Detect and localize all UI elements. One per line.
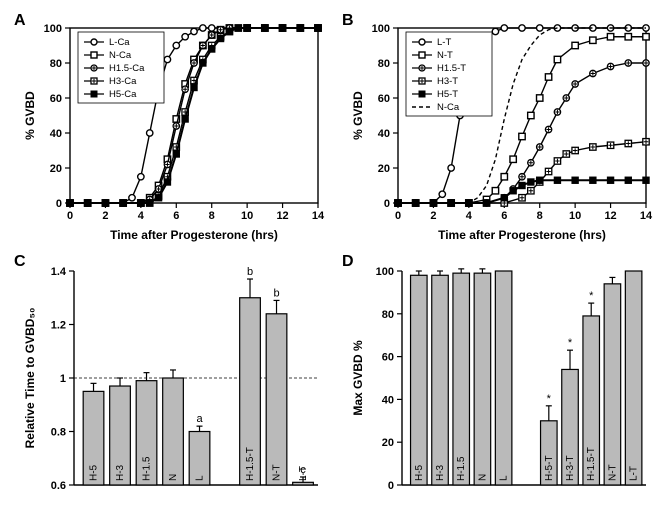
svg-text:N-T: N-T — [272, 464, 283, 481]
panel-d-label: D — [342, 253, 354, 271]
svg-text:H5-T: H5-T — [437, 89, 458, 100]
svg-text:N-T: N-T — [607, 464, 618, 481]
svg-text:0.8: 0.8 — [51, 427, 66, 439]
svg-text:4: 4 — [138, 210, 145, 222]
svg-text:H-1.5: H-1.5 — [142, 456, 153, 481]
svg-text:H3-T: H3-T — [437, 76, 458, 87]
panel-b-chart: 0 2 4 6 8 10 12 14 0 20 40 60 80 100 Time after Proges… — [346, 10, 655, 245]
svg-text:60: 60 — [50, 93, 62, 105]
svg-text:H-3: H-3 — [115, 464, 126, 481]
svg-text:L-T: L-T — [629, 466, 640, 481]
svg-text:0: 0 — [384, 198, 390, 210]
svg-text:0: 0 — [56, 198, 62, 210]
svg-text:% GVBD: % GVBD — [23, 91, 37, 140]
svg-text:*: * — [589, 290, 594, 302]
svg-text:N: N — [168, 474, 179, 481]
svg-text:H-3: H-3 — [435, 464, 446, 481]
svg-text:40: 40 — [378, 128, 390, 140]
svg-text:12: 12 — [604, 210, 616, 222]
svg-text:80: 80 — [382, 309, 394, 321]
svg-text:b: b — [247, 266, 253, 278]
panel-a-chart: 0 2 4 6 8 10 12 14 0 20 40 60 80 100 Time after Proges… — [18, 10, 328, 245]
svg-text:10: 10 — [569, 210, 581, 222]
svg-text:60: 60 — [378, 93, 390, 105]
svg-text:H1.5-T: H1.5-T — [437, 63, 466, 74]
svg-text:H-1.5-T: H-1.5-T — [245, 447, 256, 481]
panel-c: C 0.6 0.8 1 1.2 1.4 Relative Time to GVBD₅₀ H-… — [10, 251, 328, 501]
svg-text:1.4: 1.4 — [51, 266, 67, 278]
svg-text:0: 0 — [395, 210, 401, 222]
svg-text:14: 14 — [640, 210, 653, 222]
svg-text:2: 2 — [430, 210, 436, 222]
panel-b-label: B — [342, 12, 354, 30]
svg-text:b: b — [273, 287, 279, 299]
svg-text:N: N — [477, 474, 488, 481]
svg-text:*: * — [568, 337, 573, 349]
svg-text:N-T: N-T — [437, 50, 453, 61]
svg-text:100: 100 — [44, 23, 62, 35]
svg-text:Time after Progesterone (hrs): Time after Progesterone (hrs) — [438, 228, 606, 242]
svg-text:2: 2 — [102, 210, 108, 222]
svg-text:20: 20 — [378, 163, 390, 175]
svg-text:H-1.5: H-1.5 — [456, 456, 467, 481]
svg-text:H3-Ca: H3-Ca — [109, 76, 137, 87]
panel-c-chart: 0.6 0.8 1 1.2 1.4 Relative Time to GVBD₅₀ H-5 H… — [18, 251, 328, 501]
svg-text:% GVBD: % GVBD — [351, 91, 365, 140]
panel-c-label: C — [14, 253, 26, 271]
svg-text:40: 40 — [50, 128, 62, 140]
svg-text:1.2: 1.2 — [51, 320, 66, 332]
svg-text:12: 12 — [276, 210, 288, 222]
svg-text:H-5: H-5 — [414, 464, 425, 481]
svg-text:L-T: L-T — [437, 37, 451, 48]
panel-d-chart: 0 20 40 60 80 100 Max GVBD % H-5 H-3 H-1.5 N L * H-5-… — [346, 251, 655, 501]
svg-text:20: 20 — [50, 163, 62, 175]
svg-text:1: 1 — [60, 373, 66, 385]
svg-text:Relative Time to GVBD₅₀: Relative Time to GVBD₅₀ — [23, 308, 37, 449]
svg-text:40: 40 — [382, 394, 394, 406]
svg-text:L-T: L-T — [298, 466, 309, 481]
svg-text:Max GVBD %: Max GVBD % — [351, 340, 365, 416]
panel-d: D 0 20 40 60 80 100 Max GVBD % H-5 H-3 H-1.5 N L * H-… — [338, 251, 655, 501]
svg-text:80: 80 — [378, 58, 390, 70]
svg-text:0: 0 — [388, 480, 394, 492]
svg-text:H-5-T: H-5-T — [544, 455, 555, 481]
svg-text:N-Ca: N-Ca — [109, 50, 132, 61]
svg-text:H-1.5-T: H-1.5-T — [586, 447, 597, 481]
svg-text:10: 10 — [241, 210, 253, 222]
svg-text:Time after Progesterone (hrs): Time after Progesterone (hrs) — [110, 228, 278, 242]
figure-grid: A 02468101214020406080100Time after Prog… — [10, 10, 645, 501]
svg-text:100: 100 — [376, 266, 394, 278]
svg-text:60: 60 — [382, 352, 394, 364]
panel-a-label: A — [14, 12, 26, 30]
svg-text:H-5: H-5 — [89, 464, 100, 481]
svg-text:14: 14 — [312, 210, 325, 222]
svg-text:0: 0 — [67, 210, 73, 222]
svg-text:6: 6 — [173, 210, 179, 222]
svg-text:a: a — [196, 413, 203, 425]
svg-text:L: L — [499, 475, 510, 481]
svg-text:100: 100 — [372, 23, 390, 35]
svg-text:20: 20 — [382, 437, 394, 449]
svg-text:L: L — [195, 475, 206, 481]
svg-text:4: 4 — [466, 210, 473, 222]
panel-b: B 0 2 4 6 8 10 12 14 0 20 40 60 80 100 Time after Prog… — [338, 10, 655, 245]
svg-text:*: * — [547, 393, 552, 405]
panel-a: A 0 2 4 6 8 10 12 14 0 20 40 60 80 100 Time after Prog… — [10, 10, 328, 245]
svg-text:N-Ca: N-Ca — [437, 102, 460, 113]
svg-text:0.6: 0.6 — [51, 480, 66, 492]
svg-text:80: 80 — [50, 58, 62, 70]
svg-text:H5-Ca: H5-Ca — [109, 89, 137, 100]
svg-text:L-Ca: L-Ca — [109, 37, 130, 48]
svg-text:6: 6 — [501, 210, 507, 222]
svg-text:H1.5-Ca: H1.5-Ca — [109, 63, 145, 74]
svg-text:H-3-T: H-3-T — [565, 455, 576, 481]
svg-text:8: 8 — [209, 210, 215, 222]
svg-text:8: 8 — [537, 210, 543, 222]
